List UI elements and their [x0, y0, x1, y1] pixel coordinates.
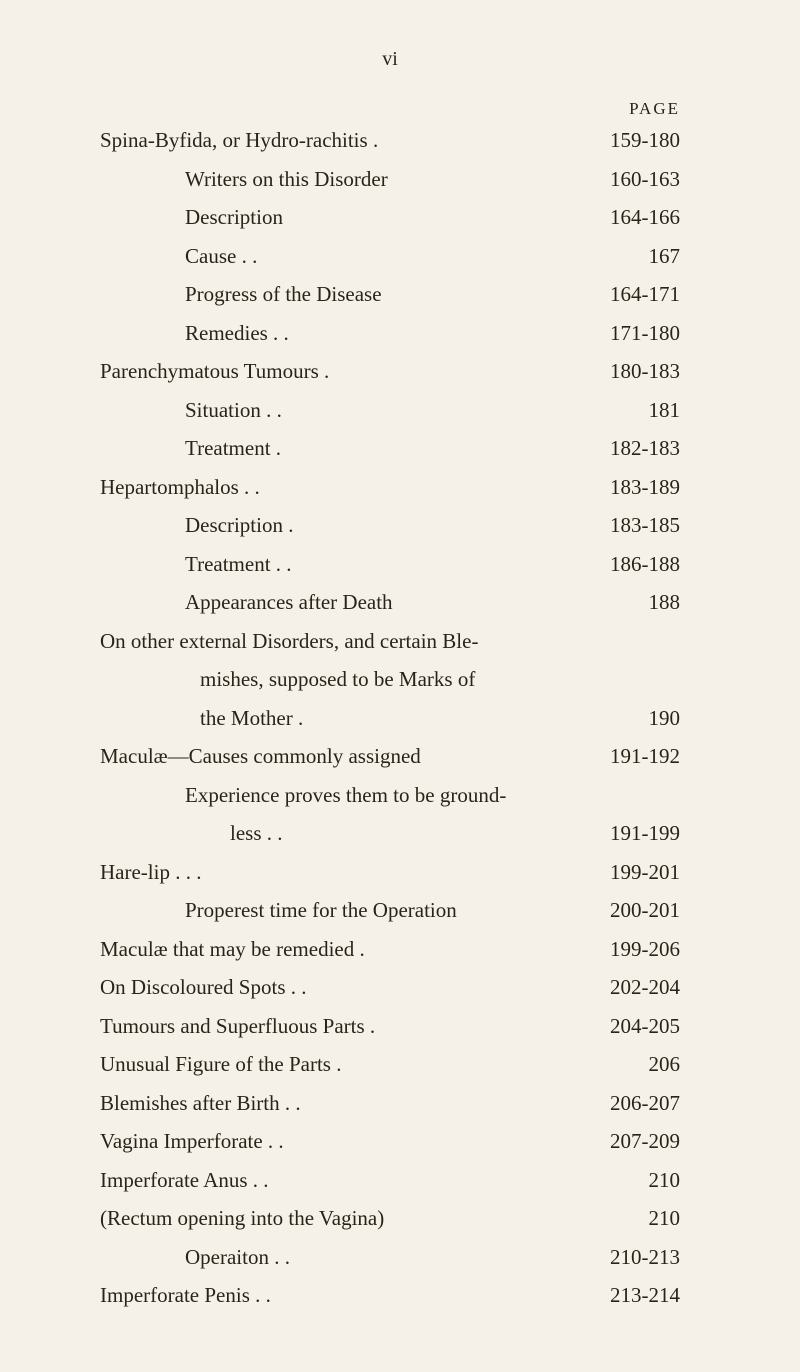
toc-entry-text: Experience proves them to be ground- [100, 780, 660, 812]
toc-entry: mishes, supposed to be Marks of [100, 664, 680, 696]
toc-entry: the Mother .190 [100, 703, 680, 735]
toc-entry-page: 206-207 [590, 1088, 680, 1120]
toc-entry-page: 164-166 [590, 202, 680, 234]
toc-entry: Maculæ—Causes commonly assigned191-192 [100, 741, 680, 773]
toc-entry-text: Description . [100, 510, 590, 542]
toc-entry-text: Appearances after Death [100, 587, 629, 619]
toc-entries: Spina-Byfida, or Hydro-rachitis .159-180… [100, 125, 680, 1312]
toc-entry: Parenchymatous Tumours .180-183 [100, 356, 680, 388]
toc-entry: Experience proves them to be ground- [100, 780, 680, 812]
toc-entry: Properest time for the Operation200-201 [100, 895, 680, 927]
toc-entry: Description164-166 [100, 202, 680, 234]
toc-entry-text: Progress of the Disease [100, 279, 590, 311]
toc-entry-text: Maculæ—Causes commonly assigned [100, 741, 590, 773]
toc-entry: Blemishes after Birth . .206-207 [100, 1088, 680, 1120]
toc-entry: On Discoloured Spots . .202-204 [100, 972, 680, 1004]
toc-entry-text: Spina-Byfida, or Hydro-rachitis . [100, 125, 590, 157]
toc-entry: Situation . .181 [100, 395, 680, 427]
toc-entry: Appearances after Death188 [100, 587, 680, 619]
toc-entry-text: Hare-lip . . . [100, 857, 590, 889]
toc-entry-text: Imperforate Anus . . [100, 1165, 629, 1197]
toc-entry-text: Maculæ that may be remedied . [100, 934, 590, 966]
toc-entry-page: 188 [629, 587, 681, 619]
toc-entry-page: 202-204 [590, 972, 680, 1004]
toc-entry-text: On Discoloured Spots . . [100, 972, 590, 1004]
toc-entry-page: 180-183 [590, 356, 680, 388]
toc-entry-text: Operaiton . . [100, 1242, 590, 1274]
toc-entry-page: 183-189 [590, 472, 680, 504]
toc-entry: less . .191-199 [100, 818, 680, 850]
toc-entry-text: less . . [100, 818, 590, 850]
toc-entry-page: 171-180 [590, 318, 680, 350]
toc-entry-page: 183-185 [590, 510, 680, 542]
toc-entry-text: (Rectum opening into the Vagina) [100, 1203, 629, 1235]
toc-entry: Hare-lip . . .199-201 [100, 857, 680, 889]
toc-entry-page: 181 [629, 395, 681, 427]
toc-entry-text: Tumours and Superfluous Parts . [100, 1011, 590, 1043]
toc-entry-text: Treatment . . [100, 549, 590, 581]
toc-entry: Operaiton . .210-213 [100, 1242, 680, 1274]
toc-entry-page: 190 [629, 703, 681, 735]
toc-entry-page: 210 [629, 1165, 681, 1197]
toc-entry-page: 204-205 [590, 1011, 680, 1043]
toc-entry-page: 159-180 [590, 125, 680, 157]
toc-entry-page: 210 [629, 1203, 681, 1235]
toc-entry-text: Unusual Figure of the Parts . [100, 1049, 629, 1081]
toc-entry-text: Writers on this Disorder [100, 164, 590, 196]
toc-entry-text: Remedies . . [100, 318, 590, 350]
toc-entry-page: 199-206 [590, 934, 680, 966]
toc-entry: Hepartomphalos . .183-189 [100, 472, 680, 504]
toc-entry-text: Situation . . [100, 395, 629, 427]
toc-entry-page: 164-171 [590, 279, 680, 311]
toc-entry-page: 200-201 [590, 895, 680, 927]
toc-entry-text: mishes, supposed to be Marks of [100, 664, 660, 696]
toc-entry-text: Imperforate Penis . . [100, 1280, 590, 1312]
toc-entry-text: Cause . . [100, 241, 629, 273]
toc-entry-page: 160-163 [590, 164, 680, 196]
toc-entry: Unusual Figure of the Parts .206 [100, 1049, 680, 1081]
toc-entry-page: 167 [629, 241, 681, 273]
toc-entry-text: Treatment . [100, 433, 590, 465]
toc-entry-page: 213-214 [590, 1280, 680, 1312]
toc-entry: Maculæ that may be remedied .199-206 [100, 934, 680, 966]
toc-entry-page: 182-183 [590, 433, 680, 465]
toc-entry-page: 207-209 [590, 1126, 680, 1158]
toc-entry-text: the Mother . [100, 703, 629, 735]
toc-entry-text: Hepartomphalos . . [100, 472, 590, 504]
page-header: PAGE [100, 99, 680, 119]
toc-entry-text: Parenchymatous Tumours . [100, 356, 590, 388]
toc-entry: Description .183-185 [100, 510, 680, 542]
toc-entry-text: Description [100, 202, 590, 234]
page-number: vi [100, 48, 680, 71]
toc-entry: Remedies . .171-180 [100, 318, 680, 350]
toc-entry-page: 210-213 [590, 1242, 680, 1274]
toc-entry: Imperforate Anus . .210 [100, 1165, 680, 1197]
toc-entry-text: Vagina Imperforate . . [100, 1126, 590, 1158]
toc-entry-text: Blemishes after Birth . . [100, 1088, 590, 1120]
toc-entry: On other external Disorders, and certain… [100, 626, 680, 658]
toc-entry: Writers on this Disorder160-163 [100, 164, 680, 196]
toc-entry-text: Properest time for the Operation [100, 895, 590, 927]
toc-entry-page: 191-199 [590, 818, 680, 850]
toc-entry: Vagina Imperforate . .207-209 [100, 1126, 680, 1158]
toc-entry: Spina-Byfida, or Hydro-rachitis .159-180 [100, 125, 680, 157]
toc-entry: (Rectum opening into the Vagina)210 [100, 1203, 680, 1235]
toc-entry-page: 199-201 [590, 857, 680, 889]
toc-entry: Treatment . .186-188 [100, 549, 680, 581]
toc-entry-text: On other external Disorders, and certain… [100, 626, 660, 658]
toc-entry-page: 191-192 [590, 741, 680, 773]
toc-entry-page: 186-188 [590, 549, 680, 581]
toc-entry: Progress of the Disease164-171 [100, 279, 680, 311]
toc-entry: Tumours and Superfluous Parts .204-205 [100, 1011, 680, 1043]
toc-entry: Imperforate Penis . .213-214 [100, 1280, 680, 1312]
toc-entry-page: 206 [629, 1049, 681, 1081]
toc-entry: Treatment .182-183 [100, 433, 680, 465]
toc-entry: Cause . .167 [100, 241, 680, 273]
